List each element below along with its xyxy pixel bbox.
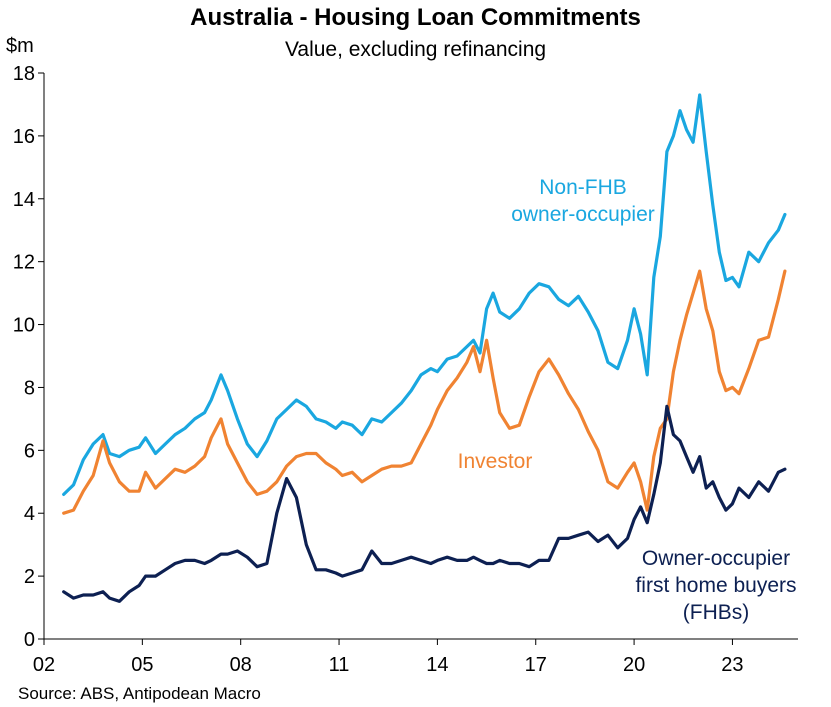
x-tick-label: 05	[131, 654, 153, 676]
x-tick-label: 08	[230, 654, 252, 676]
y-tick-label: 10	[13, 315, 35, 337]
y-tick-label: 8	[24, 377, 35, 399]
annotation-line: (FHBs)	[683, 601, 750, 624]
series-line-fhb	[62, 404, 787, 603]
chart-subtitle: Value, excluding refinancing	[284, 38, 547, 61]
series-line-investor	[62, 269, 787, 515]
series-annotation-fhb: Owner-occupier first home buyers (FHBs)	[635, 547, 796, 624]
y-tick-label: 12	[13, 252, 35, 274]
y-tick-label: 2	[24, 566, 35, 588]
y-tick-label: 16	[13, 126, 35, 148]
x-tick-label: 14	[426, 654, 448, 676]
chart-title: Australia - Housing Loan Commitments	[190, 4, 641, 31]
y-tick-label: 0	[24, 629, 35, 651]
source-note: Source: ABS, Antipodean Macro	[18, 684, 261, 703]
series-annotation-nonfhb: Non-FHB owner-occupier	[511, 176, 655, 226]
y-tick-label: 18	[13, 63, 35, 85]
x-tick-label: 11	[329, 654, 350, 676]
series-lines	[62, 93, 787, 603]
annotation-line: first home buyers	[635, 574, 796, 597]
x-tick-label: 23	[721, 654, 743, 676]
x-tick-label: 20	[623, 654, 645, 676]
x-tick-label: 17	[525, 654, 547, 676]
series-annotation-investor: Investor	[458, 450, 533, 473]
annotation-line: Investor	[458, 450, 533, 473]
y-tick-label: 14	[13, 189, 35, 211]
y-tick-label: 4	[24, 503, 35, 525]
annotation-line: Owner-occupier	[642, 547, 790, 570]
x-tick-label: 02	[33, 654, 55, 676]
annotation-line: owner-occupier	[511, 203, 655, 226]
series-line-nonfhb	[62, 93, 787, 496]
series-annotations: Non-FHB owner-occupier Investor Owner-occup…	[458, 176, 797, 624]
annotation-line: Non-FHB	[539, 176, 627, 199]
y-axis-label: $m	[6, 35, 34, 57]
y-tick-label: 6	[24, 440, 35, 462]
